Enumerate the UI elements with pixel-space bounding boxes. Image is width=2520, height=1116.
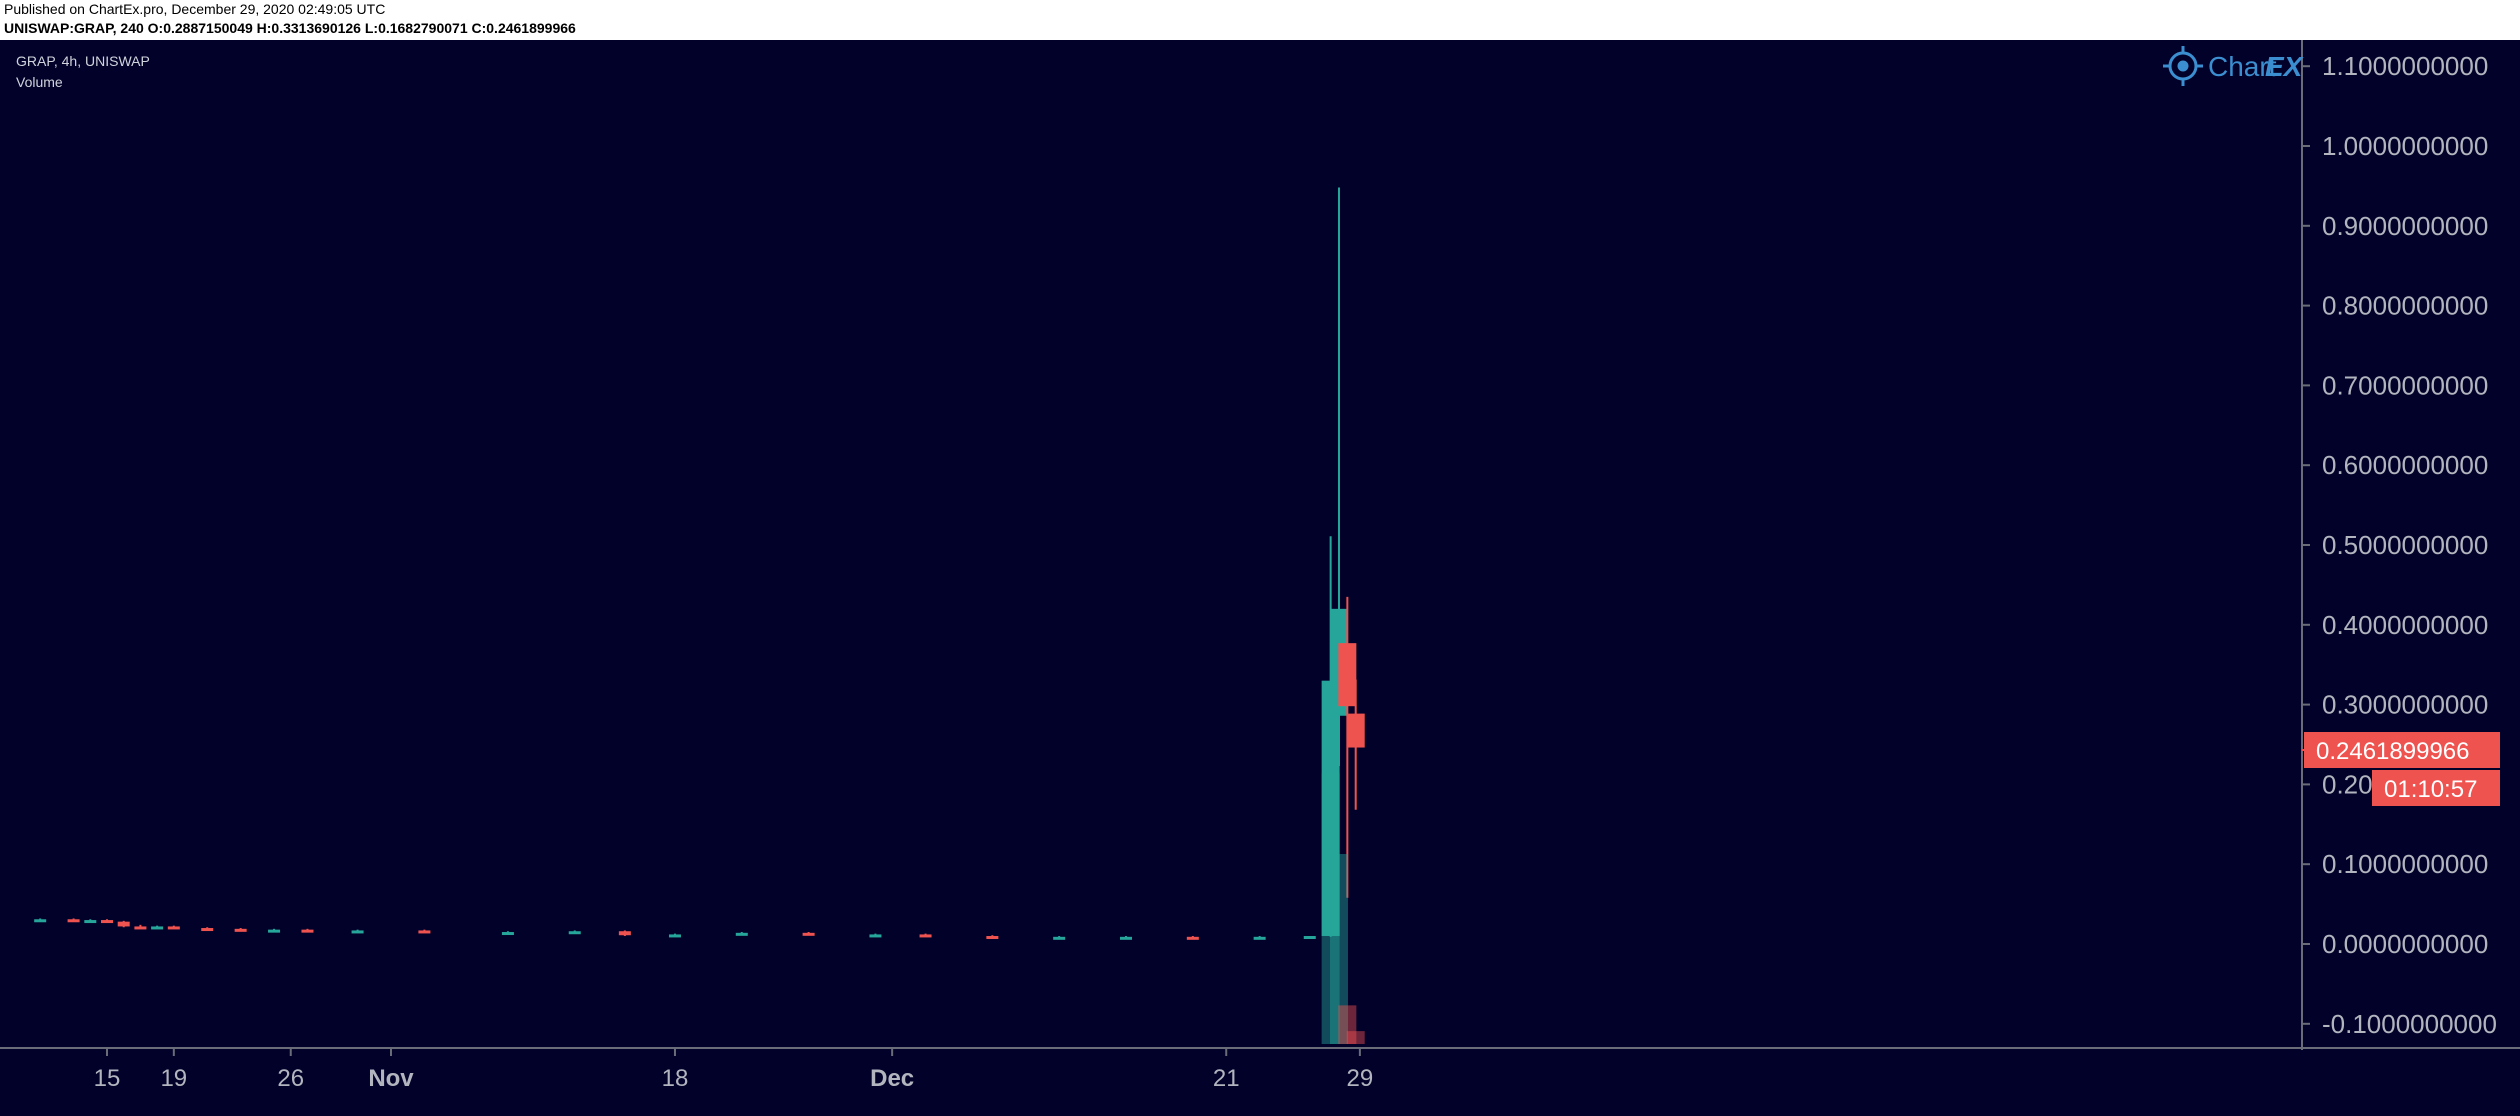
candle-body [67, 919, 80, 923]
volume-bar [1346, 1031, 1365, 1044]
volume-legend[interactable]: Volume [16, 74, 63, 90]
candle-body [1346, 713, 1365, 748]
candle-body [735, 932, 748, 936]
price-axis[interactable]: 1.1000000000 1.0000000000 0.9000000000 0.80… [2302, 51, 2497, 1039]
candle-body [34, 919, 47, 923]
x-tick-label: Nov [368, 1065, 414, 1092]
candle-body [134, 926, 147, 930]
candle-body [351, 930, 364, 934]
candle-body [151, 926, 164, 930]
ohlc-info: UNISWAP:GRAP, 240 O:0.2887150049 H:0.331… [4, 20, 576, 36]
candle-body [618, 931, 631, 936]
chart-area[interactable]: 1.1000000000 1.0000000000 0.9000000000 0.80… [0, 40, 2520, 1116]
candle-body [117, 921, 130, 927]
y-tick-label: 0.3000000000 [2322, 690, 2488, 720]
candle-body [84, 920, 97, 924]
x-tick-label: 19 [160, 1065, 187, 1092]
y-tick-label: 0.9000000000 [2322, 211, 2488, 241]
candle-body [1120, 936, 1133, 940]
candle-body [1253, 936, 1266, 940]
x-tick-label: 26 [277, 1065, 304, 1092]
candle-body [1303, 936, 1316, 940]
logo-text: Chart [2208, 51, 2277, 82]
x-tick-label: 15 [94, 1065, 121, 1092]
symbol-legend[interactable]: GRAP, 4h, UNISWAP [16, 53, 150, 69]
countdown-marker: 01:10:57 [2372, 770, 2500, 806]
volume-bar [1321, 773, 1340, 1044]
candle-body [234, 928, 247, 932]
crosshair-icon [2163, 46, 2203, 86]
candle-body [1338, 643, 1357, 707]
candle-body [101, 920, 113, 924]
y-tick-label: 0.1000000000 [2322, 849, 2488, 879]
y-tick-label: 0.5000000000 [2322, 530, 2488, 560]
y-tick-label: 1.1000000000 [2322, 51, 2488, 81]
time-axis[interactable]: 15 19 26 Nov 18 Dec 21 29 [94, 1048, 1374, 1092]
candle-body [1053, 936, 1066, 940]
x-tick-label: 21 [1213, 1065, 1240, 1092]
candle-body [568, 931, 581, 935]
candle-body [301, 929, 314, 933]
chartex-logo: Chart EX [2163, 46, 2305, 86]
y-tick-label: 0.0000000000 [2322, 929, 2488, 959]
candle-body [986, 936, 999, 940]
x-tick-label: Dec [870, 1065, 914, 1092]
y-tick-label: 0.6000000000 [2322, 450, 2488, 480]
last-price-label: 0.2461899966 [2316, 738, 2470, 765]
x-tick-label: 18 [662, 1065, 689, 1092]
candles-layer [34, 187, 1365, 940]
candle-body [201, 928, 214, 932]
y-tick-label: 1.0000000000 [2322, 131, 2488, 161]
candle-body [501, 932, 514, 936]
y-tick-label: 0.20 [2322, 769, 2373, 799]
price-chart[interactable]: 1.1000000000 1.0000000000 0.9000000000 0.80… [0, 40, 2520, 1116]
volume-layer [1321, 773, 1365, 1044]
published-info: Published on ChartEx.pro, December 29, 2… [4, 1, 386, 17]
candle-body [268, 929, 281, 933]
bar-countdown: 01:10:57 [2384, 776, 2477, 803]
publish-header: Published on ChartEx.pro, December 29, 2… [0, 0, 2520, 40]
last-price-marker: 0.2461899966 [2302, 732, 2500, 768]
candle-body [418, 930, 431, 934]
candle-body [167, 926, 180, 930]
y-tick-label: -0.1000000000 [2322, 1009, 2497, 1039]
candle-body [869, 934, 882, 938]
logo-text-suffix: EX [2265, 51, 2305, 82]
y-tick-label: 0.4000000000 [2322, 610, 2488, 640]
volume-bar [1329, 854, 1348, 1044]
candle-body [668, 934, 681, 938]
candle-body [802, 932, 815, 936]
volume-bar [1338, 1005, 1357, 1044]
y-tick-label: 0.8000000000 [2322, 291, 2488, 321]
candle-body [1186, 936, 1199, 940]
candle-body [1321, 680, 1340, 937]
candle-body [919, 934, 932, 938]
y-tick-label: 0.7000000000 [2322, 370, 2488, 400]
x-tick-label: 29 [1347, 1065, 1374, 1092]
